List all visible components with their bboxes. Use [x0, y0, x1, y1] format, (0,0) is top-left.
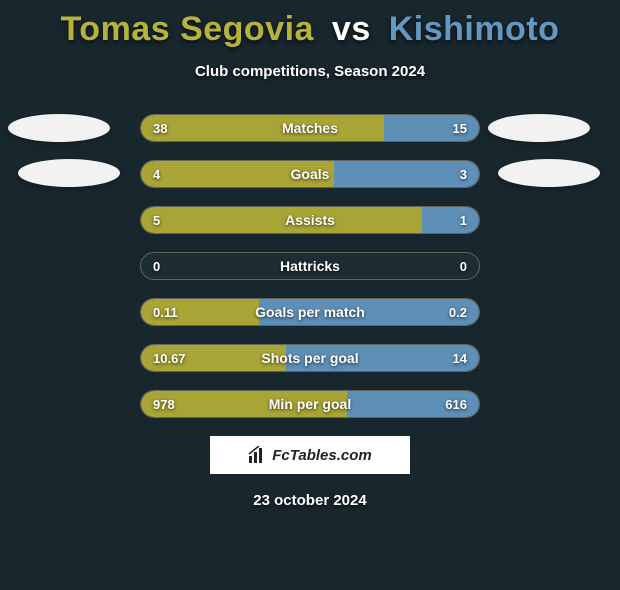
stat-bar-right [347, 391, 479, 417]
subtitle: Club competitions, Season 2024 [0, 63, 620, 80]
stat-bar-left [141, 345, 286, 371]
decorative-ellipse-2 [488, 114, 590, 142]
stat-value-left: 0 [153, 253, 160, 279]
stat-row-hattricks: 0 0Hattricks [140, 252, 480, 280]
player1-name: Tomas Segovia [61, 10, 314, 48]
stat-bar-left [141, 161, 334, 187]
stat-row-assists: 51Assists [140, 206, 480, 234]
vs-label: vs [332, 10, 371, 48]
stat-bar-right [259, 299, 479, 325]
decorative-ellipse-3 [498, 159, 600, 187]
stats-chart-area: 3815Matches 43Goals 51Assists 0 0Hattricks 0.… [0, 114, 620, 418]
stat-bar-right [286, 345, 479, 371]
decorative-ellipse-1 [18, 159, 120, 187]
brand-footer: FcTables.com [210, 436, 410, 474]
footer-date: 23 october 2024 [0, 492, 620, 509]
decorative-ellipse-0 [8, 114, 110, 142]
stat-row-goals-per-match: 0.110.2Goals per match [140, 298, 480, 326]
stat-row-goals: 43Goals [140, 160, 480, 188]
stat-row-matches: 3815Matches [140, 114, 480, 142]
stat-row-shots-per-goal: 10.6714Shots per goal [140, 344, 480, 372]
stat-row-min-per-goal: 978616Min per goal [140, 390, 480, 418]
stat-bar-right [422, 207, 479, 233]
stat-value-right: 0 [460, 253, 467, 279]
bar-chart-icon [248, 446, 266, 464]
stat-bar-left [141, 207, 422, 233]
player2-name: Kishimoto [389, 10, 560, 48]
stat-bar-right [384, 115, 479, 141]
stat-label: Hattricks [141, 253, 479, 279]
comparison-title: Tomas Segovia vs Kishimoto [0, 10, 620, 49]
stat-bar-left [141, 391, 347, 417]
stat-bar-left [141, 115, 384, 141]
brand-text: FcTables.com [272, 447, 371, 464]
stat-bar-left [141, 299, 259, 325]
stat-bar-right [334, 161, 479, 187]
